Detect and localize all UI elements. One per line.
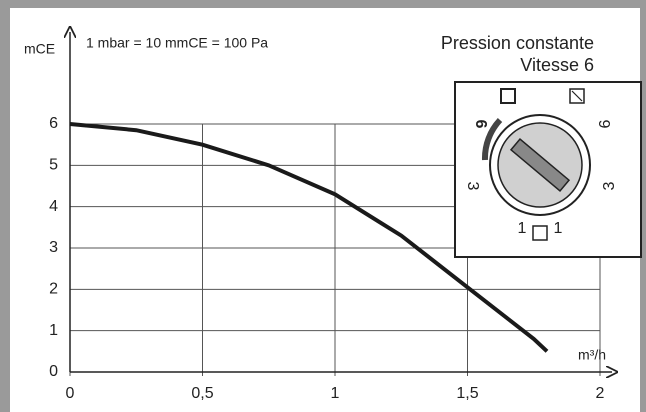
y-tick-label: 3 [49,239,58,256]
x-tick-label: 1 [331,385,340,402]
x-tick-label: 1,5 [456,385,478,402]
curve [69,122,549,353]
y-tick-label: 6 [49,115,58,132]
x-tick-label: 0,5 [191,385,213,402]
dial-mark: 3 [601,181,618,190]
dial-mark: 6 [472,120,489,129]
y-tick-label: 4 [49,198,58,215]
y-axis-label: mCE [24,41,55,57]
x-tick-label: 2 [596,385,605,402]
y-tick-label: 2 [49,281,58,298]
dial-pointer [509,138,571,192]
x-tick-label: 0 [66,385,75,402]
dial-arc [481,117,503,161]
icon-constant [500,88,516,104]
speed-dial: 6 3 1 1 3 6 [454,81,642,258]
x-axis-label: m³/h [578,347,606,363]
subtitle: Vitesse 6 [520,55,594,75]
icon-variable-slash [571,90,583,102]
title: Pression constante [441,33,594,53]
dial-mark: 1 [554,220,563,237]
y-tick-label: 5 [49,157,58,174]
icon-auto [532,225,548,241]
note: 1 mbar = 10 mmCE = 100 Pa [86,35,268,51]
dial-mark: 3 [464,182,481,191]
y-tick-label: 1 [49,322,58,339]
y-tick-label: 0 [49,363,58,380]
icon-variable [569,88,585,104]
dial-mark: 1 [518,220,527,237]
dial-mark: 6 [597,119,614,128]
